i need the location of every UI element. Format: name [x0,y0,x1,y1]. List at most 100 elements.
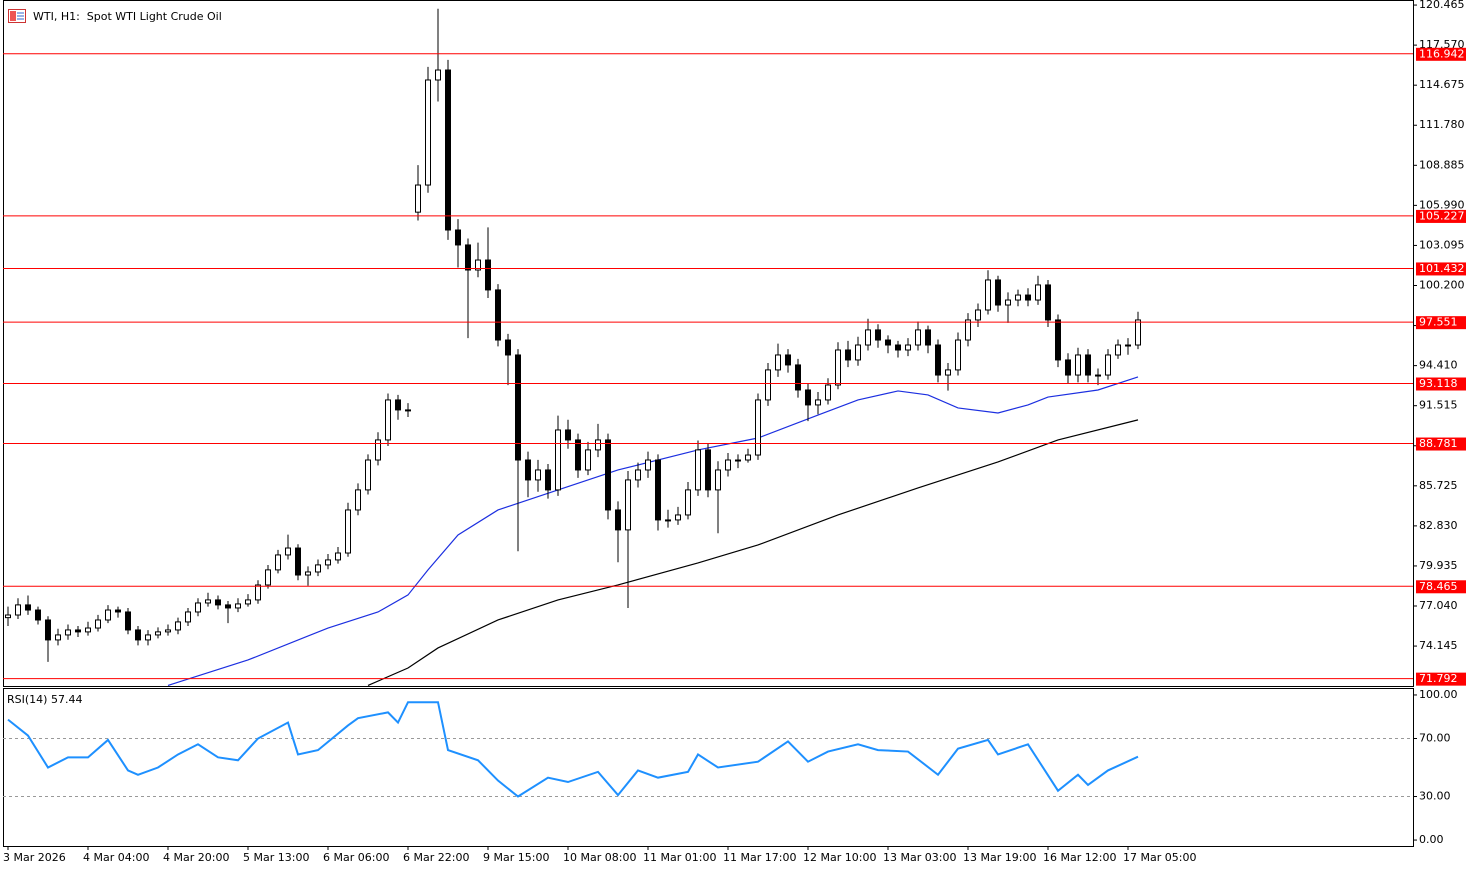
y-tick-label: 30.00 [1419,790,1451,803]
y-tick-label: 105.990 [1419,198,1465,211]
candle-body [125,611,131,631]
candle-body [585,449,591,471]
candle-body [385,399,391,441]
candle-body [1075,354,1081,376]
candle-body [705,449,711,491]
icon-part [10,11,16,21]
candle-body [795,364,801,391]
x-tick-label: 6 Mar 22:00 [403,851,469,864]
candle-body [475,259,481,271]
main-panel [3,0,1414,687]
level-label-bg [1416,316,1466,330]
candle-body [655,459,661,521]
candle-body [35,609,41,621]
candle-body [665,519,671,522]
candle-body [435,69,441,81]
level-label: 93.118 [1419,377,1458,390]
candle-body [55,634,61,641]
x-tick-label: 3 Mar 2026 [3,851,66,864]
candle-body [985,279,991,311]
y-tick-label: 114.675 [1419,78,1465,91]
candle-body [855,344,861,361]
candle-body [635,469,641,481]
candle-body [85,627,91,633]
candle-body [175,621,181,631]
candle-body [1065,359,1071,376]
level-label: 101.432 [1419,262,1465,275]
candle-body [995,279,1001,306]
candle-body [735,459,741,462]
candle-body [1005,299,1011,306]
level-label-bg [1416,437,1466,451]
candle-body [255,584,261,601]
x-tick-label: 11 Mar 01:00 [643,851,716,864]
candle-body [1015,294,1021,301]
level-label-bg [1416,47,1466,61]
candle-body [505,339,511,356]
candle-body [1125,344,1131,347]
candle-body [1055,319,1061,361]
moving-average [367,419,1139,686]
candle-body [315,564,321,573]
candle-body [565,429,571,441]
candle-body [155,631,161,636]
candle-body [185,611,191,623]
candle-body [915,329,921,346]
candle-body [215,599,221,606]
candle-body [25,604,31,611]
y-tick-label: 91.515 [1419,399,1458,412]
candle-body [325,559,331,566]
level-label: 78.465 [1419,580,1458,593]
candle-body [305,571,311,576]
candle-body [1085,354,1091,376]
candle-body [1135,319,1141,346]
candle-body [615,509,621,531]
candle-body [355,489,361,511]
candle-body [765,369,771,401]
candle-body [605,439,611,511]
x-tick-label: 6 Mar 06:00 [323,851,389,864]
candle-body [745,454,751,461]
level-label-bg [1416,377,1466,391]
candle-body [205,599,211,604]
candle-body [685,489,691,516]
candle-body [575,439,581,471]
y-tick-label: 108.885 [1419,158,1465,171]
candle-body [245,599,251,605]
candle-body [135,629,141,641]
candle-body [815,399,821,406]
rsi-panel [3,688,1414,847]
candle-body [75,629,81,633]
candle-body [725,459,731,471]
candle-body [525,459,531,481]
candle-body [875,329,881,341]
candle-body [365,459,371,491]
y-tick-label: 74.145 [1419,639,1458,652]
candle-body [785,354,791,366]
candle-body [375,439,381,461]
x-tick-label: 16 Mar 12:00 [1043,851,1116,864]
level-label: 71.792 [1419,672,1458,685]
candle-body [445,69,451,231]
candle-body [1105,354,1111,376]
candle-body [885,339,891,346]
candle-body [405,409,411,412]
level-label-bg [1416,209,1466,223]
y-tick-label: 103.095 [1419,238,1465,251]
candle-body [105,609,111,621]
candle-body [395,399,401,411]
candle-body [165,629,171,633]
y-tick-label: 100.00 [1419,688,1458,701]
candle-body [95,619,101,629]
x-tick-label: 5 Mar 13:00 [243,851,309,864]
candle-body [865,329,871,346]
candle-body [675,514,681,521]
candle-body [415,184,421,213]
candle-body [775,354,781,371]
candle-body [265,569,271,586]
candle-body [1095,374,1101,377]
level-label: 88.781 [1419,437,1458,450]
candle-body [335,552,341,561]
